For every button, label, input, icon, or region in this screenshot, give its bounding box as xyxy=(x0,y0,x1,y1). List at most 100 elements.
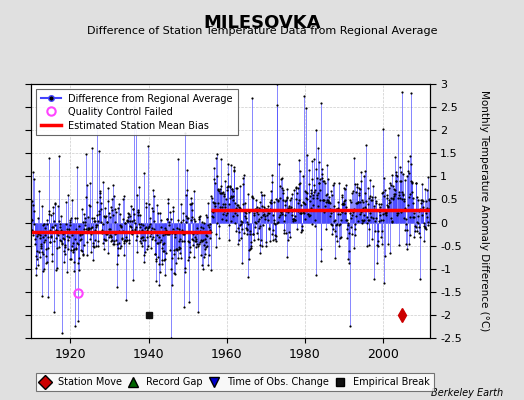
Point xyxy=(283,193,292,200)
Point xyxy=(121,220,129,226)
Point xyxy=(216,186,224,192)
Point xyxy=(114,205,122,211)
Point xyxy=(353,181,361,188)
Point xyxy=(373,242,381,248)
Point xyxy=(103,231,112,237)
Point xyxy=(356,186,364,192)
Point xyxy=(397,169,405,176)
Point xyxy=(182,219,190,226)
Point xyxy=(357,196,366,203)
Point xyxy=(122,238,130,244)
Point xyxy=(114,240,123,246)
Point xyxy=(337,234,345,240)
Point xyxy=(212,220,221,226)
Point xyxy=(171,270,179,277)
Point xyxy=(321,180,330,186)
Point xyxy=(34,262,42,268)
Point xyxy=(245,255,253,262)
Point xyxy=(260,204,269,210)
Point xyxy=(329,208,337,214)
Point xyxy=(273,102,281,108)
Point xyxy=(52,227,60,234)
Point xyxy=(294,208,302,214)
Point xyxy=(255,216,263,222)
Point xyxy=(312,272,320,278)
Point xyxy=(29,232,37,238)
Point xyxy=(38,222,47,229)
Point xyxy=(213,173,222,179)
Point xyxy=(304,211,312,218)
Point xyxy=(133,249,141,256)
Point xyxy=(201,246,210,252)
Point xyxy=(397,209,406,216)
Point xyxy=(409,200,417,207)
Point xyxy=(254,210,262,217)
Point xyxy=(282,208,290,214)
Point xyxy=(352,200,361,206)
Point xyxy=(72,226,81,232)
Point xyxy=(111,231,119,238)
Point xyxy=(155,260,163,267)
Point xyxy=(253,230,261,236)
Point xyxy=(194,242,203,249)
Point xyxy=(112,209,120,215)
Point xyxy=(390,154,399,160)
Point xyxy=(150,193,159,200)
Point xyxy=(304,211,312,218)
Point xyxy=(356,198,365,205)
Point xyxy=(107,237,116,244)
Point xyxy=(377,217,385,224)
Point xyxy=(421,186,429,192)
Point xyxy=(402,221,410,227)
Point xyxy=(224,201,233,207)
Point xyxy=(199,242,208,248)
Point xyxy=(245,247,254,254)
Point xyxy=(360,172,368,179)
Legend: Station Move, Record Gap, Time of Obs. Change, Empirical Break: Station Move, Record Gap, Time of Obs. C… xyxy=(36,373,434,391)
Point xyxy=(118,216,127,222)
Point xyxy=(329,226,337,232)
Point xyxy=(96,200,105,207)
Point xyxy=(273,81,281,88)
Point xyxy=(286,206,294,212)
Point xyxy=(407,90,416,96)
Point xyxy=(75,255,83,262)
Point xyxy=(322,197,331,204)
Point xyxy=(311,207,319,213)
Point xyxy=(235,222,244,229)
Point xyxy=(296,202,304,208)
Point xyxy=(232,228,241,235)
Point xyxy=(256,222,264,229)
Point xyxy=(359,204,367,211)
Point xyxy=(301,216,310,222)
Point xyxy=(339,201,347,207)
Point xyxy=(99,240,107,246)
Point xyxy=(307,187,315,194)
Point xyxy=(190,216,198,222)
Point xyxy=(346,210,354,216)
Point xyxy=(182,215,191,222)
Point xyxy=(178,226,186,233)
Point xyxy=(395,242,403,248)
Point xyxy=(90,215,98,221)
Point xyxy=(301,200,309,207)
Point xyxy=(134,207,142,214)
Point xyxy=(306,192,314,199)
Point xyxy=(194,240,203,247)
Point xyxy=(268,178,276,185)
Point xyxy=(47,251,56,257)
Point xyxy=(193,309,202,315)
Point xyxy=(69,239,77,246)
Point xyxy=(257,236,265,243)
Point xyxy=(278,197,287,203)
Point xyxy=(348,207,357,214)
Point xyxy=(391,178,400,184)
Point xyxy=(270,206,278,213)
Point xyxy=(396,195,405,201)
Point xyxy=(419,206,428,212)
Point xyxy=(287,206,296,212)
Point xyxy=(337,194,346,200)
Point xyxy=(276,212,285,218)
Point xyxy=(342,216,350,223)
Point xyxy=(355,185,364,192)
